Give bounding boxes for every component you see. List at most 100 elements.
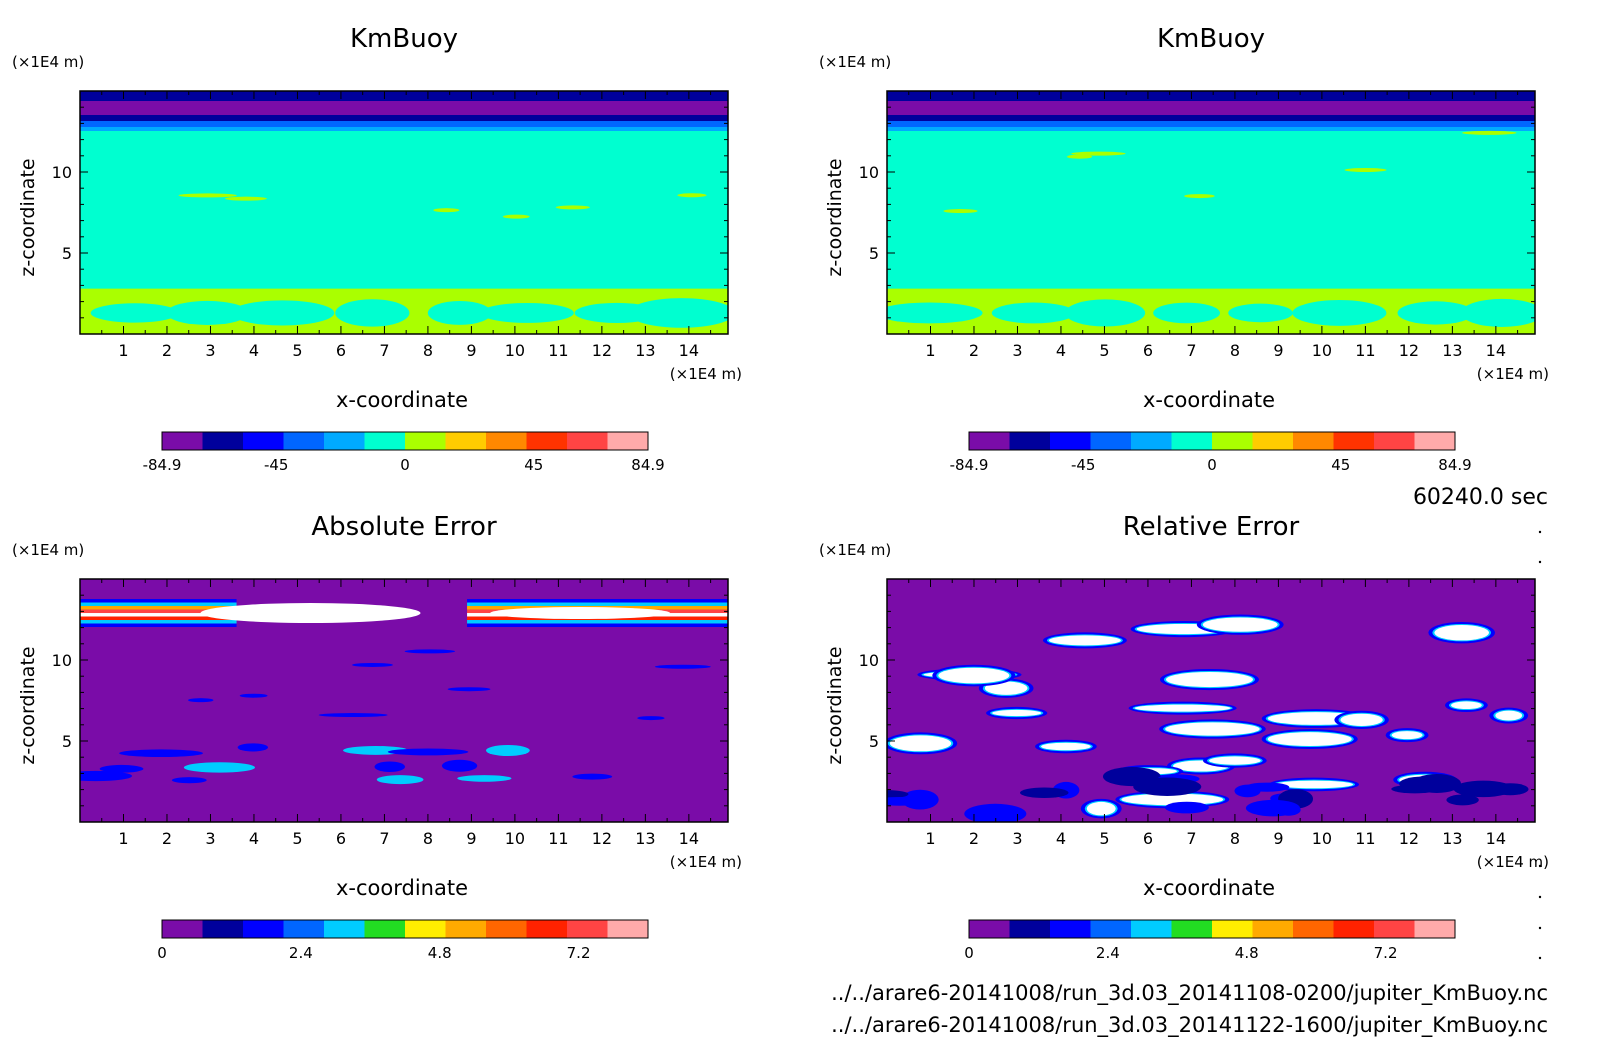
plot-frame — [79, 90, 729, 335]
field-blob — [1450, 701, 1482, 710]
file-path-1: ../../arare6-20141008/run_3d.03_20141108… — [831, 981, 1548, 1006]
field-blob — [1495, 710, 1523, 721]
x-tick-label: 11 — [548, 341, 568, 360]
colorbar-tick-label: 0 — [1207, 456, 1217, 474]
field-blob — [1340, 713, 1383, 726]
colorbar-swatch — [607, 920, 649, 938]
field-blob — [1462, 130, 1517, 135]
x-tick-label: 12 — [592, 341, 612, 360]
colorbar-tick-label: 45 — [524, 456, 543, 474]
field-blob — [1244, 782, 1290, 792]
x-tick-label: 2 — [969, 829, 979, 848]
field-blob — [1041, 742, 1091, 751]
colorbar-frame — [161, 919, 649, 939]
colorbar-swatch — [1050, 920, 1091, 938]
x-tick-label: 6 — [1143, 341, 1153, 360]
field-blob — [1086, 801, 1116, 816]
plot-frame — [886, 90, 1536, 335]
field-band — [467, 623, 728, 628]
field-blob — [1020, 787, 1069, 799]
x-tick-label: 7 — [1186, 341, 1196, 360]
x-tick-label: 14 — [679, 341, 699, 360]
colorbar-swatch — [1374, 432, 1415, 450]
heatmap-field — [80, 579, 728, 822]
field-blob — [318, 713, 388, 718]
colorbar-swatch — [1171, 920, 1213, 938]
x-tick-label: 4 — [249, 341, 259, 360]
field-blob — [485, 745, 530, 756]
colorbar-swatch — [1009, 432, 1051, 450]
colorbar-swatch — [324, 920, 365, 938]
field-blob — [352, 662, 393, 667]
field-blob — [404, 649, 456, 654]
x-tick-label: 5 — [1099, 341, 1109, 360]
x-tick-label: 12 — [592, 829, 612, 848]
colorbar-tick-label: 0 — [157, 944, 167, 962]
x-tick-label: 14 — [1486, 341, 1506, 360]
field-band — [80, 91, 728, 101]
y-tick-label: 5 — [869, 244, 879, 263]
field-blob — [938, 667, 1010, 684]
y-tick-label: 5 — [869, 732, 879, 751]
field-band — [80, 616, 237, 621]
field-blob — [984, 681, 1028, 695]
x-tick-label: 3 — [1012, 341, 1022, 360]
colorbar-tick-label: -45 — [264, 456, 289, 474]
field-blob — [1133, 777, 1202, 796]
colorbar-swatch — [202, 432, 244, 450]
field-blob — [490, 607, 671, 620]
colorbar-swatch — [324, 432, 365, 450]
colorbar-swatch — [243, 432, 284, 450]
field-blob — [178, 193, 237, 198]
y-axis-label: z-coordinate — [824, 158, 846, 276]
x-tick-label: 12 — [1399, 341, 1419, 360]
colorbar-swatch — [1374, 920, 1415, 938]
field-blob — [171, 777, 207, 784]
plot-frame — [79, 578, 729, 823]
field-band — [887, 115, 1535, 121]
colorbar-tick-label: 4.8 — [428, 944, 452, 962]
field-blob — [237, 743, 269, 752]
x-tick-label: 9 — [1273, 829, 1283, 848]
y-axis-label: z-coordinate — [824, 646, 846, 764]
colorbar-swatch — [607, 432, 649, 450]
x-tick-label: 2 — [162, 341, 172, 360]
field-blob — [224, 196, 267, 201]
field-blob — [991, 302, 1076, 324]
x-tick-label: 5 — [292, 829, 302, 848]
colorbar-swatch — [567, 432, 608, 450]
field-band — [887, 121, 1535, 127]
colorbar-tick-label: 0 — [400, 456, 410, 474]
x-unit-label: (×1E4 m) — [1477, 853, 1549, 871]
colorbar: 0 2.4 4.8 7.2 — [157, 919, 649, 962]
x-tick-label: 2 — [162, 829, 172, 848]
x-tick-label: 10 — [1312, 829, 1332, 848]
heatmap-field — [887, 579, 1535, 822]
colorbar-swatch — [526, 432, 568, 450]
colorbar: -84.9 -45 0 45 84.9 — [950, 431, 1472, 474]
x-tick-label: 12 — [1399, 829, 1419, 848]
colorbar-frame — [968, 431, 1456, 451]
field-blob — [887, 790, 909, 799]
colorbar-swatch — [969, 432, 1010, 450]
x-tick-label: 5 — [292, 341, 302, 360]
colorbar-swatch — [283, 432, 325, 450]
field-blob — [1048, 635, 1121, 646]
field-blob — [1460, 298, 1535, 327]
field-blob — [80, 770, 133, 782]
field-blob — [1209, 756, 1261, 765]
x-tick-label: 14 — [1486, 829, 1506, 848]
x-tick-label: 13 — [635, 341, 655, 360]
heatmap-field — [80, 91, 728, 334]
field-blob — [1184, 194, 1215, 199]
x-tick-label: 13 — [1442, 341, 1462, 360]
field-band — [467, 620, 728, 624]
chart-panel-3: Absolute Error(×1E4 m)1 2 3 4 5 6 7 8 9 10 11 12 13 1… — [12, 512, 742, 962]
colorbar-tick-label: -45 — [1071, 456, 1096, 474]
x-axis-label: x-coordinate — [336, 876, 468, 900]
field-blob — [90, 303, 179, 323]
chart-title: KmBuoy — [350, 24, 458, 54]
x-tick-label: 11 — [1355, 829, 1375, 848]
field-band — [887, 101, 1535, 115]
x-tick-label: 14 — [679, 829, 699, 848]
